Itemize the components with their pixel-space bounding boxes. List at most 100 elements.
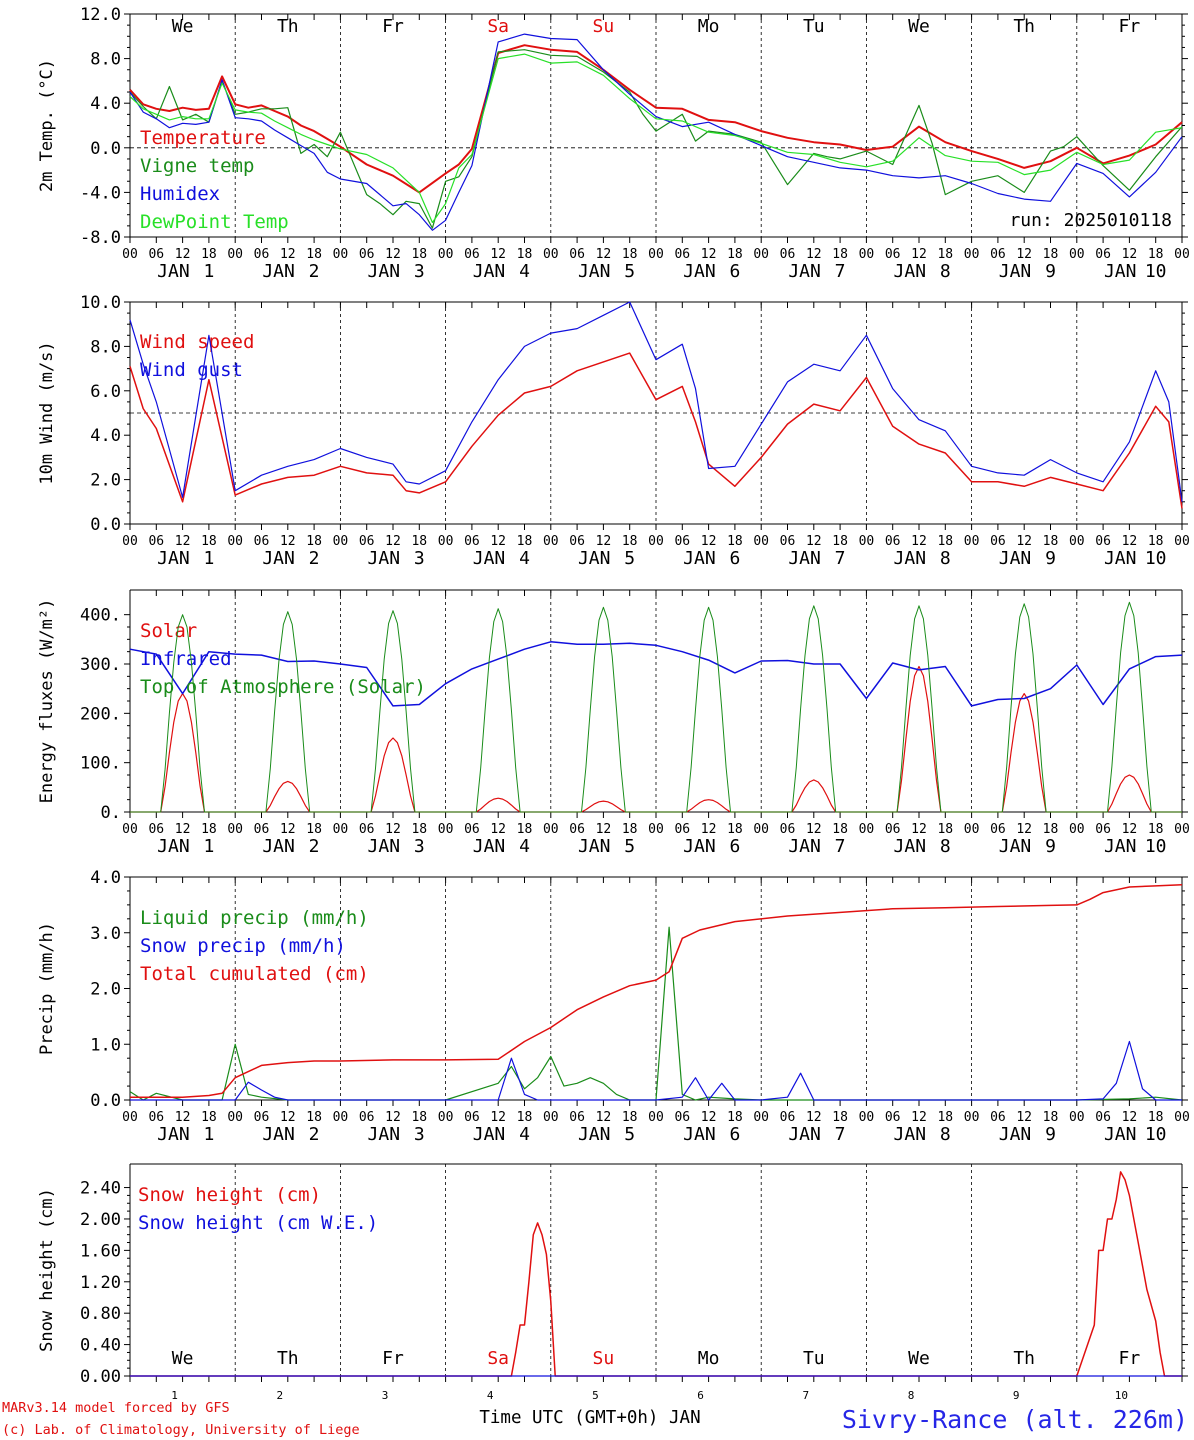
hour-tick-label: 18 (306, 1110, 322, 1125)
month-label: JAN (683, 836, 716, 857)
month-label: JAN (157, 261, 190, 282)
legend-entry: Total cumulated (cm) (140, 963, 369, 985)
day-number-label: 6 (729, 261, 740, 282)
hour-tick-label: 12 (701, 1110, 717, 1125)
month-label: JAN (999, 261, 1032, 282)
hour-tick-label: 00 (964, 822, 980, 837)
hour-tick-label: 00 (753, 534, 769, 549)
month-label: JAN (788, 836, 821, 857)
day-number-label: 9 (1045, 836, 1056, 857)
hour-tick-label: 00 (1069, 822, 1085, 837)
y-tick-label: 6.0 (90, 382, 121, 402)
month-label: JAN (788, 261, 821, 282)
hour-tick-label: 12 (1016, 822, 1032, 837)
hour-tick-label: 00 (438, 1110, 454, 1125)
hour-tick-label: 06 (254, 1110, 270, 1125)
day-number-label: 10 (1145, 261, 1167, 282)
day-number-label: 8 (940, 261, 951, 282)
hour-tick-label: 12 (1016, 1110, 1032, 1125)
hour-tick-label: 06 (780, 247, 796, 262)
legend-entry: Wind speed (140, 331, 254, 353)
hour-tick-label: 06 (674, 1110, 690, 1125)
footer-model-text: MARv3.14 model forced by GFS (2, 1400, 230, 1416)
y-tick-label: 2.0 (90, 471, 121, 491)
hour-tick-label: 18 (306, 247, 322, 262)
y-tick-label: 1.0 (90, 1035, 121, 1055)
hour-tick-label: 06 (464, 247, 480, 262)
day-number-label: 2 (309, 836, 320, 857)
hour-tick-label: 18 (411, 247, 427, 262)
hour-tick-label: 12 (911, 247, 927, 262)
hour-tick-label: 00 (438, 822, 454, 837)
day-number-label: 10 (1145, 548, 1167, 569)
day-number-label: 9 (1045, 1124, 1056, 1145)
day-number-label: 7 (835, 548, 846, 569)
y-tick-label: 2.00 (80, 1210, 121, 1230)
hour-tick-label: 00 (859, 822, 875, 837)
hour-tick-label: 18 (411, 534, 427, 549)
hour-tick-label: 00 (122, 1110, 138, 1125)
bottom-weekday-label: We (908, 1348, 930, 1369)
month-label: JAN (1104, 836, 1137, 857)
hour-tick-label: 12 (385, 534, 401, 549)
hour-tick-label: 00 (227, 247, 243, 262)
hour-tick-label: 06 (359, 247, 375, 262)
hour-tick-label: 12 (911, 1110, 927, 1125)
hour-tick-label: 18 (201, 247, 217, 262)
hour-tick-label: 12 (1122, 822, 1138, 837)
hour-tick-label: 12 (490, 534, 506, 549)
hour-tick-label: 12 (385, 247, 401, 262)
legend-entry: Humidex (140, 183, 220, 205)
legend-entry: Solar (140, 620, 197, 642)
day-number-label: 4 (519, 261, 530, 282)
series-line-snow-precip-mm-h (130, 1040, 1182, 1101)
top-weekday-label: Mo (698, 16, 720, 37)
y-tick-label: 1.20 (80, 1273, 121, 1293)
top-weekday-label: Tu (803, 16, 825, 37)
hour-tick-label: 00 (753, 822, 769, 837)
hour-tick-label: 00 (438, 247, 454, 262)
hour-tick-label: 06 (1095, 822, 1111, 837)
hour-tick-label: 18 (517, 247, 533, 262)
hour-tick-label: 18 (727, 247, 743, 262)
hour-tick-label: 06 (254, 247, 270, 262)
day-number-label: 8 (940, 836, 951, 857)
hour-tick-label: 12 (596, 822, 612, 837)
series-line-humidex (129, 33, 1183, 231)
y-tick-label: 8.0 (90, 337, 121, 357)
month-label: JAN (578, 1124, 611, 1145)
y-tick-label: 0.0 (90, 139, 121, 159)
hour-tick-label: 12 (806, 1110, 822, 1125)
hour-tick-label: 18 (517, 534, 533, 549)
legend-entry: DewPoint Temp (140, 211, 289, 233)
hour-tick-label: 18 (201, 822, 217, 837)
series-line-vigne-temp (129, 49, 1183, 229)
hour-tick-label: 00 (227, 822, 243, 837)
day-number-label: 5 (624, 548, 635, 569)
top-weekday-label: Sa (487, 16, 509, 37)
hour-tick-label: 06 (464, 822, 480, 837)
top-weekday-label: We (172, 16, 194, 37)
hour-tick-label: 12 (596, 534, 612, 549)
hour-tick-label: 00 (438, 534, 454, 549)
hour-tick-label: 00 (648, 1110, 664, 1125)
hour-tick-label: 12 (806, 822, 822, 837)
hour-tick-label: 18 (622, 822, 638, 837)
hour-tick-label: 06 (1095, 1110, 1111, 1125)
day-number-label: 4 (519, 836, 530, 857)
hour-tick-label: 06 (359, 534, 375, 549)
legend-entry: Top of Atmosphere (Solar) (140, 676, 426, 698)
y-tick-label: 2.0 (90, 980, 121, 1000)
hour-tick-label: 00 (333, 1110, 349, 1125)
hour-tick-label: 18 (832, 1110, 848, 1125)
month-label: JAN (368, 548, 401, 569)
series-line-infrared (129, 641, 1183, 707)
hour-tick-label: 00 (543, 247, 559, 262)
bottom-day-number: 7 (802, 1389, 809, 1402)
legend-entry: Temperature (140, 127, 266, 149)
bottom-weekday-label: Sa (487, 1348, 509, 1369)
hour-tick-label: 18 (937, 534, 953, 549)
legend-entry: Snow height (cm) (138, 1184, 321, 1206)
x-axis-label: Time UTC (GMT+0h) JAN (479, 1408, 700, 1428)
